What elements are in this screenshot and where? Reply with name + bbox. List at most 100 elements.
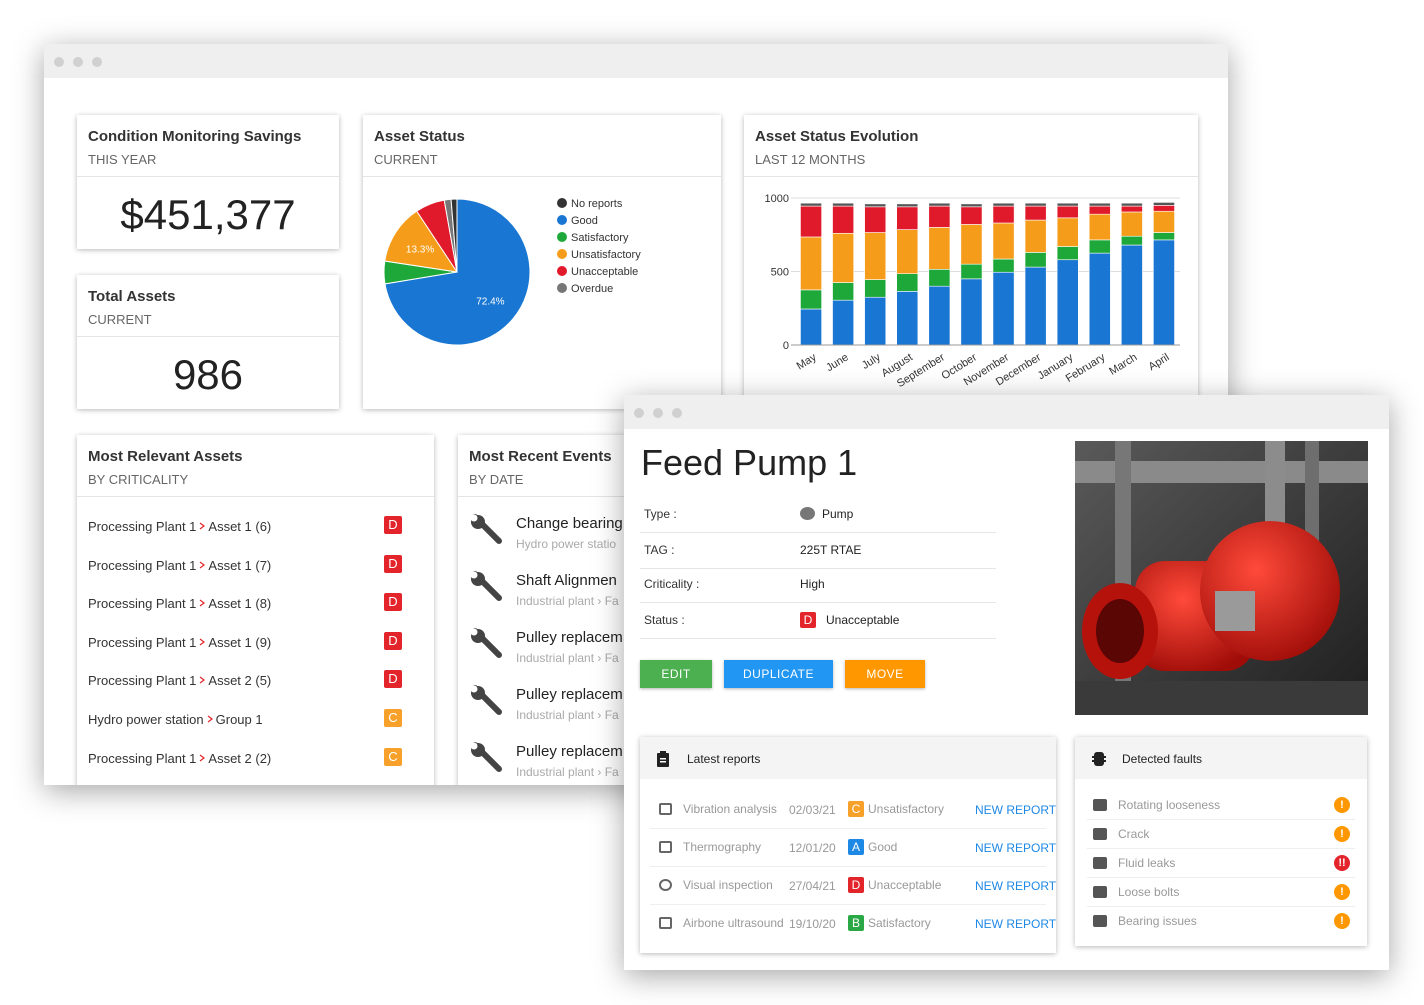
legend-swatch [557, 249, 567, 259]
row-divider [1087, 819, 1355, 820]
action-button[interactable]: MOVE [845, 660, 925, 688]
chevron [200, 561, 206, 569]
bar-segment [960, 224, 983, 265]
legend-swatch [557, 232, 567, 242]
asset-title: Feed Pump 1 [641, 442, 858, 483]
fault-alert: !! [1334, 855, 1350, 871]
bar-segment [896, 273, 919, 292]
field-divider [640, 568, 996, 569]
x-tick-label: March [1107, 351, 1139, 377]
bar-segment [1056, 205, 1079, 219]
bar-segment [896, 229, 919, 275]
card-title: Latest reports [687, 752, 761, 766]
bar-segment [928, 285, 951, 346]
action-button[interactable]: DUPLICATE [724, 660, 833, 688]
report-type: Vibration analysis [683, 802, 777, 816]
wrench-icon [470, 742, 502, 772]
bar-segment [1153, 205, 1175, 212]
fault-icon [1093, 886, 1107, 898]
bar-segment [1088, 252, 1111, 346]
bar-segment [1120, 211, 1143, 237]
bar-segment [1120, 202, 1143, 207]
report-icon [659, 803, 672, 815]
bar-segment [1153, 232, 1175, 241]
bar-segment [960, 263, 983, 280]
asset-plant: Processing Plant 1 [88, 673, 197, 689]
chevron [200, 599, 206, 607]
new-report-link[interactable]: NEW REPORT [975, 803, 1056, 817]
grade-badge: D [384, 593, 402, 612]
event-location: Industrial plant › Fa [516, 765, 619, 779]
total-assets-value: 986 [172, 351, 244, 398]
field-label: TAG : [644, 543, 675, 557]
asset-row: Processing Plant 1 Asset 2 (2) [88, 751, 271, 766]
pump-icon [800, 507, 815, 520]
asset-plant: Hydro power station [88, 712, 204, 727]
pie-chart: 72.4% 13.3% No reports Good Satisfactory Unsa… [383, 198, 641, 346]
fault-icon [1093, 915, 1107, 927]
savings-card: Condition Monitoring Savings THIS YEAR $… [77, 115, 339, 249]
bar-segment [960, 203, 983, 208]
separator [200, 599, 206, 607]
row-divider [1087, 877, 1355, 878]
asset-row: Processing Plant 1 Asset 1 (9) [88, 635, 271, 650]
event-title: Pulley replacem [516, 743, 623, 760]
fault-alert: ! [1334, 826, 1350, 842]
total-assets-card: Total Assets CURRENT 986 [77, 275, 339, 409]
bar-segment [896, 291, 919, 346]
x-tick-label: April [1147, 351, 1172, 373]
y-tick-label: 500 [771, 267, 789, 279]
bar-segment [1024, 202, 1047, 207]
slice-label: 13.3% [406, 244, 434, 255]
new-report-link[interactable]: NEW REPORT [975, 841, 1056, 855]
grade-badge: A [848, 839, 864, 855]
asset-photo [1075, 441, 1368, 715]
bar-segment [1056, 202, 1079, 207]
event-location: Industrial plant › Fa [516, 708, 619, 722]
report-type: Airbone ultrasound [683, 916, 784, 930]
faults-card: Detected faults Rotating looseness! Crack… [1075, 737, 1367, 946]
separator [207, 715, 213, 723]
bar-segment [928, 205, 951, 228]
grade-badge: D [800, 612, 816, 628]
bar-segment [864, 279, 887, 298]
card-subtitle: BY CRITICALITY [88, 472, 189, 487]
legend-label: No reports [571, 198, 623, 210]
x-tick-label: June [824, 351, 851, 374]
bar-segment [832, 232, 855, 283]
new-report-link[interactable]: NEW REPORT [975, 879, 1056, 893]
field-divider [640, 532, 996, 533]
legend-swatch [557, 215, 567, 225]
legend-label: Overdue [571, 283, 613, 295]
grade-badge: C [384, 709, 402, 727]
legend-label: Unacceptable [571, 266, 638, 278]
wrench-icon [470, 514, 502, 544]
grade-badge: D [384, 516, 402, 534]
card-title: Asset Status Evolution [755, 128, 919, 145]
asset-name: Asset 2 (5) [208, 673, 272, 689]
card-subtitle: CURRENT [88, 312, 152, 327]
action-button[interactable]: EDIT [640, 660, 712, 688]
field-value: 225T RTAE [800, 543, 862, 557]
bar-segment [864, 296, 887, 346]
grade-badge: D [384, 554, 402, 573]
new-report-link[interactable]: NEW REPORT [975, 917, 1056, 931]
event-location: Industrial plant › Fa [516, 651, 619, 665]
field-divider [640, 638, 996, 639]
asset-name: Asset 1 (9) [208, 634, 272, 650]
fault-name: Crack [1118, 827, 1150, 841]
bar-segment [1153, 210, 1175, 233]
asset-name: Asset 1 (7) [208, 557, 272, 573]
report-date: 12/01/20 [789, 841, 836, 855]
asset-plant: Processing Plant 1 [88, 557, 197, 573]
bar-segment [1120, 235, 1143, 246]
bar-segment [1088, 239, 1111, 254]
row-divider [1087, 848, 1355, 849]
row-divider [650, 866, 1046, 867]
pie-slice [384, 210, 459, 273]
report-icon [659, 841, 672, 853]
report-date: 27/04/21 [789, 879, 836, 893]
asset-name: Asset 2 (2) [208, 750, 272, 766]
bar-segment [1056, 217, 1079, 247]
